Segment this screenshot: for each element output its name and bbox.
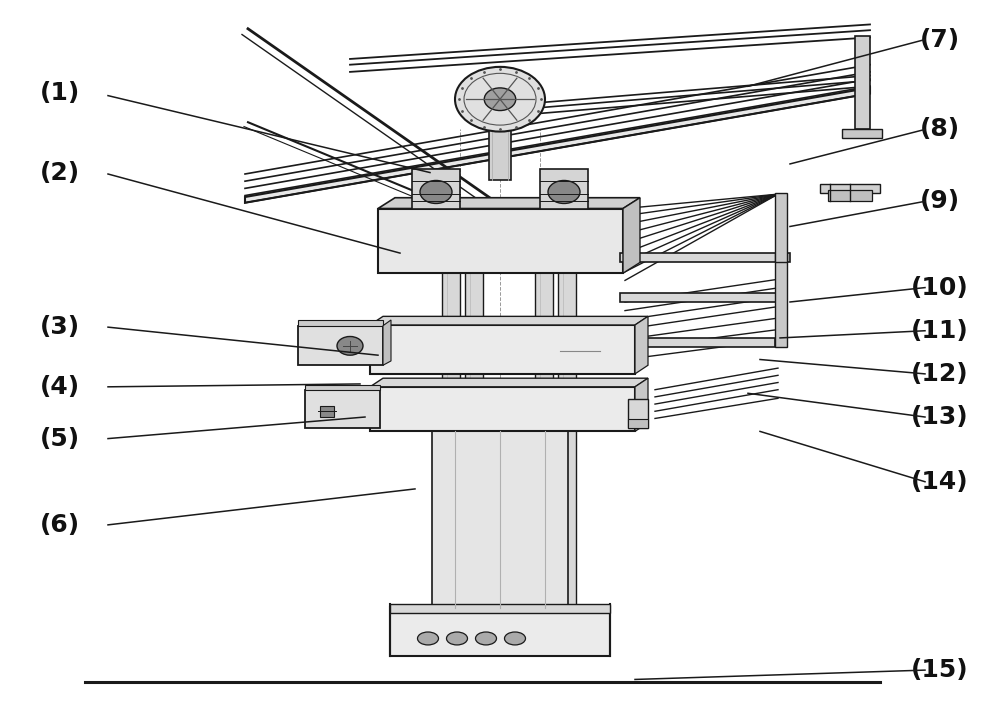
Bar [828, 190, 872, 201]
Polygon shape [298, 320, 383, 326]
Bar [628, 419, 648, 428]
Text: (13): (13) [911, 405, 969, 429]
Bar [620, 338, 775, 347]
Circle shape [484, 88, 516, 111]
Bar [820, 184, 880, 193]
Circle shape [420, 180, 452, 203]
Bar [628, 399, 648, 428]
Text: (6): (6) [40, 513, 80, 537]
Bar [775, 193, 787, 262]
Bar [370, 387, 635, 431]
Text: (4): (4) [40, 375, 80, 399]
Bar [535, 226, 553, 608]
Bar [842, 129, 882, 138]
Bar [432, 230, 568, 273]
Bar [442, 226, 460, 608]
Bar [489, 115, 511, 180]
Bar [305, 390, 380, 428]
Text: (10): (10) [911, 275, 969, 300]
Text: (12): (12) [911, 362, 969, 386]
Ellipse shape [476, 632, 496, 645]
Text: (5): (5) [40, 426, 80, 451]
Ellipse shape [446, 632, 468, 645]
Polygon shape [370, 378, 648, 387]
Bar [320, 406, 334, 417]
Bar [620, 293, 785, 302]
Bar [432, 428, 568, 608]
Polygon shape [245, 88, 870, 203]
Ellipse shape [418, 632, 438, 645]
Bar [378, 209, 623, 273]
Text: (1): (1) [40, 81, 80, 106]
Polygon shape [370, 316, 648, 325]
Bar [540, 169, 588, 209]
Polygon shape [305, 385, 380, 390]
Polygon shape [635, 316, 648, 374]
Circle shape [455, 67, 545, 132]
Bar [558, 226, 576, 608]
Bar [390, 607, 610, 656]
Text: (8): (8) [920, 117, 960, 142]
Text: (14): (14) [911, 470, 969, 494]
Polygon shape [378, 198, 640, 209]
Bar [855, 36, 870, 129]
Bar [390, 604, 610, 613]
Circle shape [548, 180, 580, 203]
Text: (11): (11) [911, 319, 969, 343]
Text: (3): (3) [40, 315, 80, 339]
Text: (15): (15) [911, 658, 969, 682]
Text: (7): (7) [920, 27, 960, 52]
Polygon shape [635, 378, 648, 431]
Ellipse shape [505, 632, 526, 645]
Circle shape [337, 336, 363, 355]
Bar [370, 325, 635, 374]
Polygon shape [623, 198, 640, 273]
Polygon shape [383, 320, 391, 365]
Bar [620, 253, 790, 262]
Bar [775, 253, 787, 347]
Text: (2): (2) [40, 160, 80, 185]
Bar [298, 326, 383, 365]
Text: (9): (9) [920, 189, 960, 214]
Bar [412, 169, 460, 209]
Bar [465, 226, 483, 608]
